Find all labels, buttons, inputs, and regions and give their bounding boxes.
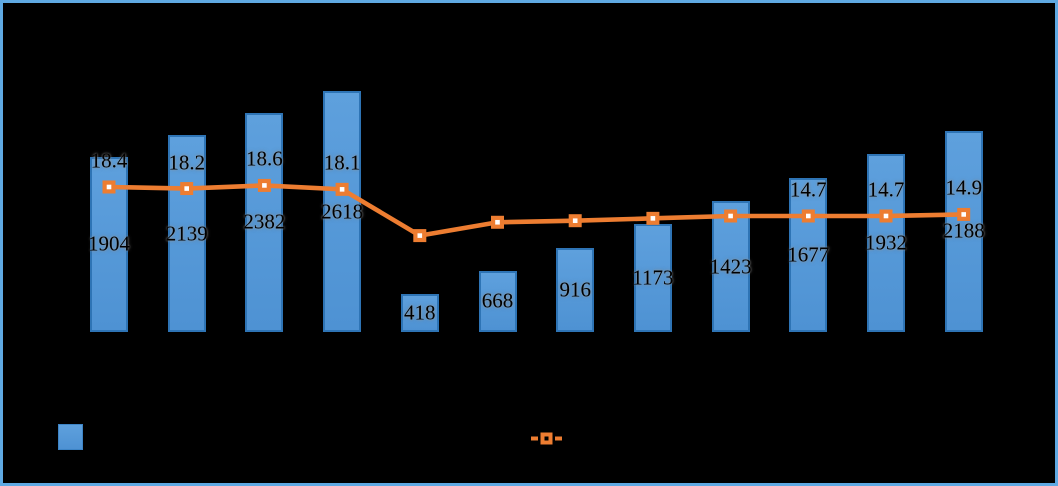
line-point-marker-center bbox=[339, 187, 345, 192]
bar-data-label: 1423 bbox=[709, 254, 752, 278]
bar-data-label: 916 bbox=[559, 277, 591, 302]
bar bbox=[633, 224, 672, 332]
bar-data-label: 1677 bbox=[787, 242, 830, 267]
line-data-label: 14.7 bbox=[789, 177, 827, 202]
line-data-label: 14.9 bbox=[945, 175, 983, 200]
bar-data-label: 2139 bbox=[165, 221, 208, 246]
line-data-label: 18.2 bbox=[168, 150, 206, 175]
bar bbox=[556, 247, 595, 332]
line-point-marker-center bbox=[883, 213, 889, 219]
line-point-marker-center bbox=[650, 216, 656, 221]
line-data-label: 18.1 bbox=[323, 150, 361, 175]
bar-data-label: 1932 bbox=[865, 230, 907, 255]
bar bbox=[478, 270, 517, 332]
line-point-marker-center bbox=[495, 219, 500, 225]
line-point-marker-center bbox=[417, 233, 423, 238]
bar-data-label: 668 bbox=[481, 288, 514, 313]
legend-bar-swatch-icon bbox=[58, 424, 83, 450]
line-point-marker-center bbox=[806, 213, 811, 219]
line-point-marker-center bbox=[728, 213, 733, 219]
bar-data-label: 2618 bbox=[321, 199, 364, 223]
bar bbox=[711, 201, 750, 332]
bar bbox=[789, 177, 828, 332]
line-data-label: 18.4 bbox=[90, 148, 128, 173]
bar bbox=[400, 293, 439, 332]
bar bbox=[323, 91, 362, 332]
line-data-label: 18.6 bbox=[246, 146, 283, 171]
bar-data-label: 1173 bbox=[632, 265, 674, 290]
bar-data-label: 1904 bbox=[88, 231, 130, 256]
bar bbox=[867, 154, 905, 332]
line-point-marker-center bbox=[262, 183, 267, 188]
bar bbox=[245, 112, 284, 332]
bar-data-label: 418 bbox=[404, 300, 436, 325]
line-point-marker-center bbox=[184, 186, 189, 191]
bar-data-label: 2188 bbox=[942, 218, 985, 243]
bar bbox=[167, 135, 206, 332]
line-data-label: 14.7 bbox=[867, 177, 905, 202]
line-path bbox=[108, 183, 964, 239]
line-point-marker-center bbox=[106, 184, 112, 190]
line-point-marker-center bbox=[961, 212, 966, 217]
bar-data-label: 2382 bbox=[243, 209, 286, 234]
legend-line-marker-icon bbox=[531, 432, 562, 445]
bar bbox=[944, 130, 983, 332]
line-point-marker-center bbox=[572, 218, 578, 224]
